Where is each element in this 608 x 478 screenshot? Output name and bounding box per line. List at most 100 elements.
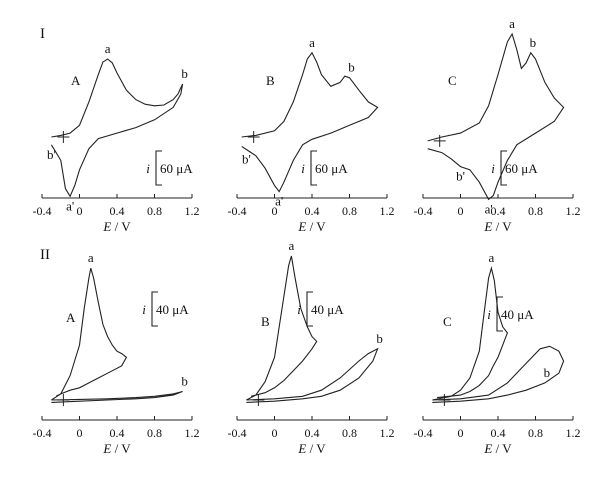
scale-bar-bracket xyxy=(310,150,317,186)
cv-curve-1 xyxy=(241,51,379,193)
x-tick-label: 0.8 xyxy=(342,204,357,218)
x-axis-unit: / V xyxy=(111,441,131,456)
scale-bar-value: 60 μA xyxy=(505,161,538,176)
x-tick-label: 0 xyxy=(458,204,464,218)
x-tick-label: 0.8 xyxy=(342,426,357,440)
x-axis-label: E / V xyxy=(483,219,512,234)
row-label-I: I xyxy=(40,26,45,42)
scale-bar-bracket xyxy=(500,150,507,186)
x-axis-label: E / V xyxy=(297,219,326,234)
scale-bar-value: 60 μA xyxy=(160,161,193,176)
x-axis-variable: E xyxy=(297,441,306,456)
peak-label-a: a xyxy=(489,250,495,265)
scale-bar-symbol: i xyxy=(491,161,495,176)
x-tick-label: 0.8 xyxy=(528,426,543,440)
x-axis-unit: / V xyxy=(492,219,512,234)
x-tick-label: 0 xyxy=(77,426,83,440)
x-axis-variable: E xyxy=(483,219,492,234)
x-tick-label: 0.8 xyxy=(147,204,162,218)
panel-label: B xyxy=(266,73,275,88)
scale-bar-bracket xyxy=(496,296,503,332)
peak-label-b: b xyxy=(376,331,383,346)
x-tick-label: 1.2 xyxy=(185,426,200,440)
x-axis-variable: E xyxy=(102,441,111,456)
x-axis-unit: / V xyxy=(306,441,326,456)
scale-bar-symbol: i xyxy=(142,302,146,317)
x-tick-label: 0.4 xyxy=(305,204,320,218)
scale-bar: i 40 μA xyxy=(487,296,534,332)
x-tick-label: 0.8 xyxy=(528,204,543,218)
x-tick-label: -0.4 xyxy=(33,426,52,440)
peak-label-a: a xyxy=(309,35,315,50)
peak-label-b: b xyxy=(181,373,188,388)
peak-label-aprime: a' xyxy=(275,194,283,209)
x-tick-label: 0.4 xyxy=(110,426,125,440)
scale-bar: i 60 μA xyxy=(146,150,193,186)
panel-I-A: -0.4 0 0.4 0.8 1.2 E / V a b b' a' Ai 60 μA xyxy=(33,41,200,234)
x-axis-label: E / V xyxy=(483,441,512,456)
panel-II-C: -0.4 0 0.4 0.8 1.2 E / V a b C i 40 μA xyxy=(414,250,581,456)
x-tick-label: 0.4 xyxy=(491,204,506,218)
x-axis-label: E / V xyxy=(102,219,131,234)
row-label-II: II xyxy=(40,247,50,263)
x-axis-label: E / V xyxy=(102,441,131,456)
x-tick-label: 0 xyxy=(272,426,278,440)
x-axis-unit: / V xyxy=(492,441,512,456)
x-axis-variable: E xyxy=(483,441,492,456)
x-tick-label: 0.8 xyxy=(147,426,162,440)
peak-label-b: b xyxy=(348,60,355,75)
scale-bar-value: 40 μA xyxy=(156,302,189,317)
peak-label-aprime: a' xyxy=(66,198,74,213)
x-tick-label: 1.2 xyxy=(566,426,581,440)
panel-I-C: -0.4 0 0.4 0.8 1.2 E / V ab b' a' Ci 60 μA xyxy=(414,16,581,234)
cv-curve-1 xyxy=(50,58,184,198)
x-tick-label: -0.4 xyxy=(414,426,433,440)
x-axis-label: E / V xyxy=(297,441,326,456)
scale-bar-symbol: i xyxy=(487,307,491,322)
scale-bar: i 40 μA xyxy=(142,291,189,327)
cv-curve-2 xyxy=(51,390,183,403)
scale-bar: i 60 μA xyxy=(491,150,538,186)
panel-II-A: -0.4 0 0.4 0.8 1.2 E / V a b Ai 40 μA xyxy=(33,250,200,456)
peak-label-bprime: b' xyxy=(456,169,465,184)
scale-bar: i 40 μA xyxy=(297,291,344,327)
peak-label-bprime: b' xyxy=(47,147,56,162)
x-tick-label: -0.4 xyxy=(33,204,52,218)
cv-curve-1 xyxy=(246,255,318,401)
x-tick-label: -0.4 xyxy=(228,204,247,218)
x-axis-variable: E xyxy=(297,219,306,234)
peak-label-a: a xyxy=(105,41,111,56)
scale-bar-bracket xyxy=(155,150,162,186)
x-tick-label: 0 xyxy=(77,204,83,218)
cv-curve-1 xyxy=(432,266,509,401)
peak-label-aprime: a' xyxy=(485,201,493,216)
peak-label-b: b xyxy=(530,35,537,50)
cv-curve-1 xyxy=(427,32,565,201)
panel-label: C xyxy=(448,73,457,88)
x-axis-unit: / V xyxy=(306,219,326,234)
panel-label: A xyxy=(66,310,76,325)
scale-bar-symbol: i xyxy=(301,161,305,176)
panel-label: A xyxy=(71,73,81,88)
scale-bar-value: 40 μA xyxy=(311,302,344,317)
x-tick-label: 0 xyxy=(272,204,278,218)
x-tick-label: 1.2 xyxy=(380,204,395,218)
scale-bar: i 60 μA xyxy=(301,150,348,186)
cv-curve-2 xyxy=(246,347,379,403)
x-axis-variable: E xyxy=(102,219,111,234)
peak-label-b: b xyxy=(181,66,188,81)
peak-label-a: a xyxy=(88,250,94,265)
peak-label-b: b xyxy=(544,365,551,380)
peak-label-bprime: b' xyxy=(242,151,251,166)
x-tick-label: -0.4 xyxy=(414,204,433,218)
x-tick-label: 0.4 xyxy=(305,426,320,440)
peak-label-a: a xyxy=(509,16,515,31)
panel-label: B xyxy=(261,314,270,329)
scale-bar-symbol: i xyxy=(297,302,301,317)
scale-bar-bracket xyxy=(151,291,158,327)
x-tick-label: 1.2 xyxy=(185,204,200,218)
scale-bar-bracket xyxy=(306,291,313,327)
x-tick-label: 1.2 xyxy=(380,426,395,440)
panel-II-B: -0.4 0 0.4 0.8 1.2 E / V a b Bi 40 μA xyxy=(228,238,395,456)
panel-label: C xyxy=(443,314,452,329)
